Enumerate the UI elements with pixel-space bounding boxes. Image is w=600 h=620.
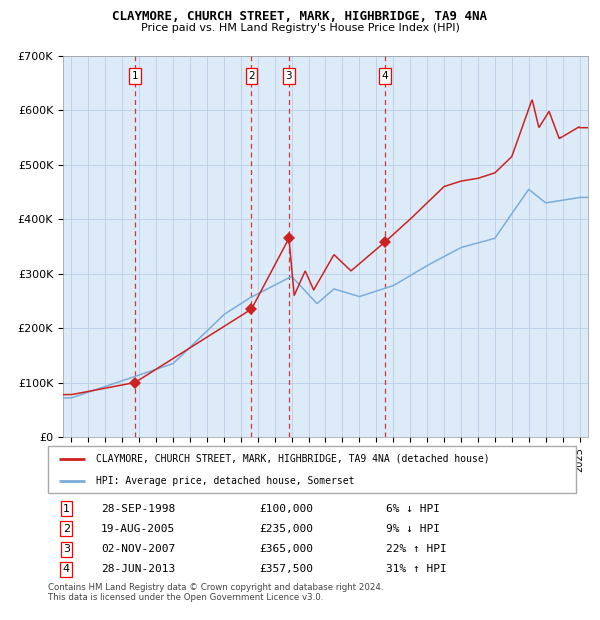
Text: 2: 2 <box>63 524 70 534</box>
Text: HPI: Average price, detached house, Somerset: HPI: Average price, detached house, Some… <box>95 476 354 486</box>
Text: 22% ↑ HPI: 22% ↑ HPI <box>386 544 446 554</box>
Text: 28-SEP-1998: 28-SEP-1998 <box>101 504 175 514</box>
Text: CLAYMORE, CHURCH STREET, MARK, HIGHBRIDGE, TA9 4NA (detached house): CLAYMORE, CHURCH STREET, MARK, HIGHBRIDG… <box>95 454 489 464</box>
Text: Price paid vs. HM Land Registry's House Price Index (HPI): Price paid vs. HM Land Registry's House … <box>140 23 460 33</box>
Text: 4: 4 <box>381 71 388 81</box>
Text: 28-JUN-2013: 28-JUN-2013 <box>101 564 175 574</box>
Text: 31% ↑ HPI: 31% ↑ HPI <box>386 564 446 574</box>
FancyBboxPatch shape <box>48 446 576 493</box>
Text: 2: 2 <box>248 71 255 81</box>
Text: 19-AUG-2005: 19-AUG-2005 <box>101 524 175 534</box>
Text: Contains HM Land Registry data © Crown copyright and database right 2024.
This d: Contains HM Land Registry data © Crown c… <box>48 583 383 602</box>
Text: 1: 1 <box>131 71 138 81</box>
Text: 3: 3 <box>63 544 70 554</box>
Text: £365,000: £365,000 <box>259 544 313 554</box>
Text: 3: 3 <box>286 71 292 81</box>
Text: £357,500: £357,500 <box>259 564 313 574</box>
Text: 02-NOV-2007: 02-NOV-2007 <box>101 544 175 554</box>
Text: 4: 4 <box>63 564 70 574</box>
Text: £235,000: £235,000 <box>259 524 313 534</box>
Text: £100,000: £100,000 <box>259 504 313 514</box>
Text: 6% ↓ HPI: 6% ↓ HPI <box>386 504 440 514</box>
Text: 1: 1 <box>63 504 70 514</box>
Text: CLAYMORE, CHURCH STREET, MARK, HIGHBRIDGE, TA9 4NA: CLAYMORE, CHURCH STREET, MARK, HIGHBRIDG… <box>113 10 487 23</box>
Text: 9% ↓ HPI: 9% ↓ HPI <box>386 524 440 534</box>
